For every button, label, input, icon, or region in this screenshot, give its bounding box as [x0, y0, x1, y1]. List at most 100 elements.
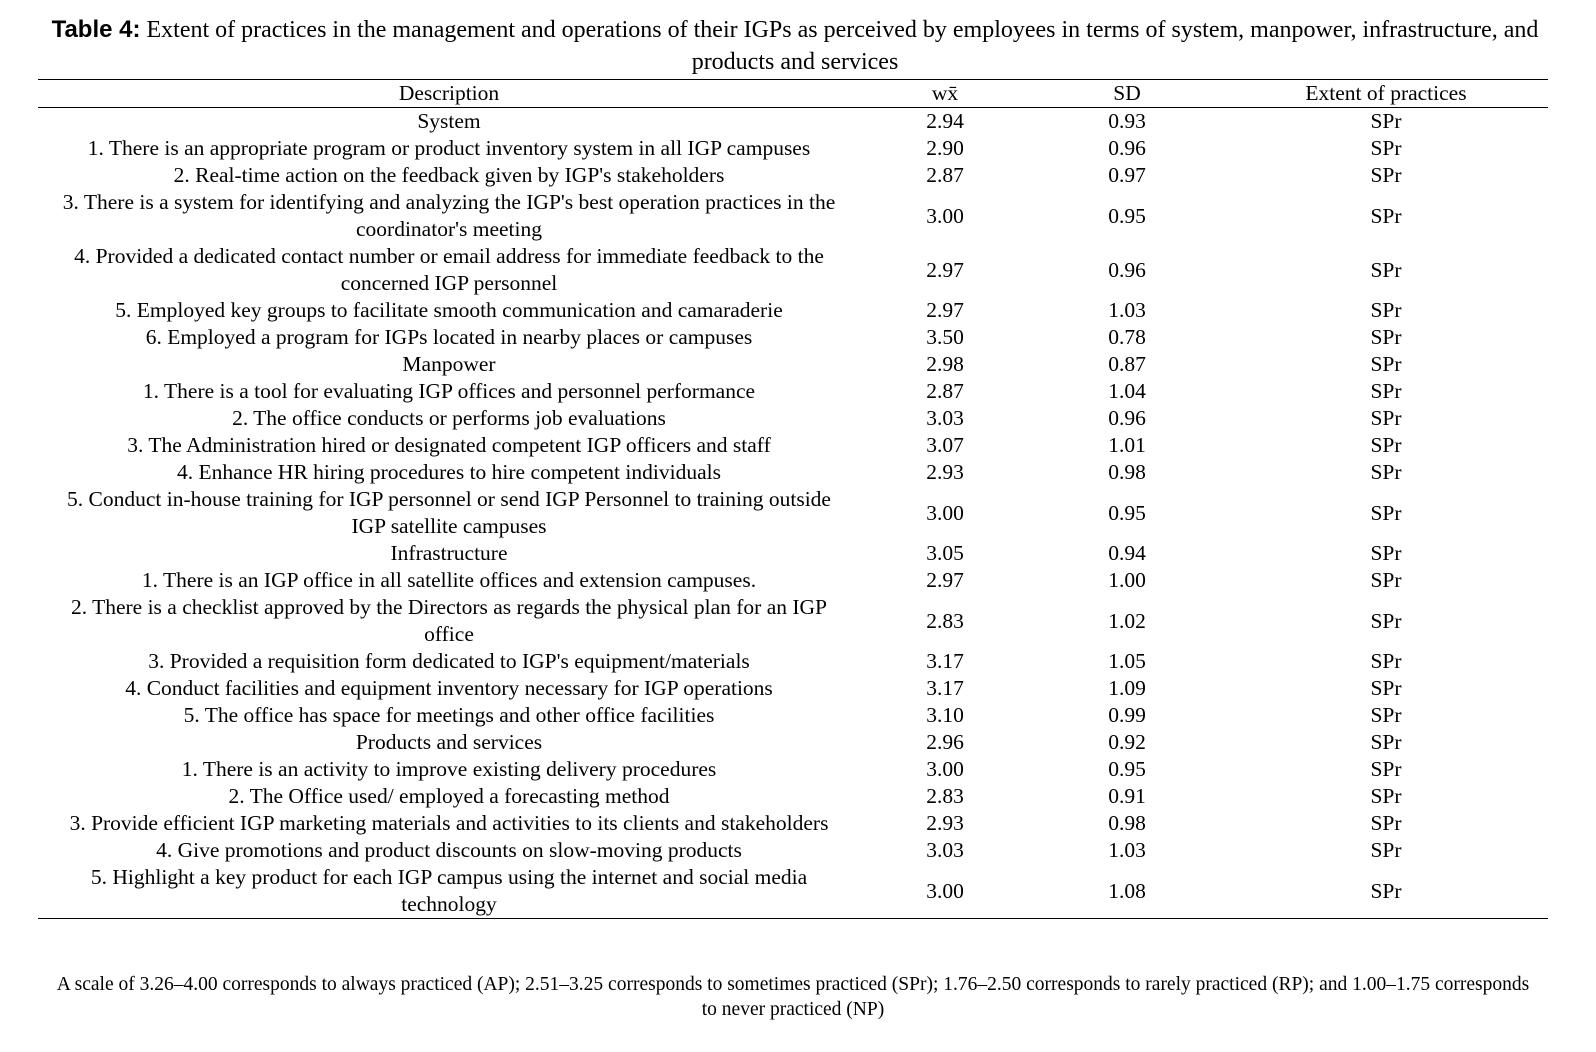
- description-cell: 2. There is a checklist approved by the …: [38, 594, 860, 648]
- description-cell: 5. Employed key groups to facilitate smo…: [38, 297, 860, 324]
- extent-cell: SPr: [1370, 676, 1402, 700]
- description-text: 1. There is an IGP office in all satelli…: [141, 568, 757, 592]
- sd-cell: 0.95: [1108, 500, 1146, 525]
- table-row: Infrastructure 3.05 0.94 SPr: [38, 540, 1548, 567]
- description-text: Manpower: [402, 352, 496, 376]
- description-text: 4. Conduct facilities and equipment inve…: [125, 676, 773, 700]
- extent-cell: SPr: [1370, 163, 1402, 187]
- description-text: 1. There is a tool for evaluating IGP of…: [142, 379, 756, 403]
- description-cell: Manpower: [38, 351, 860, 378]
- description-cell: Infrastructure: [38, 540, 860, 567]
- table-row: 3. There is a system for identifying and…: [38, 189, 1548, 243]
- sd-cell: 0.98: [1108, 811, 1146, 835]
- sd-cell: 1.03: [1108, 838, 1146, 862]
- data-table: Description wx̄ SD Extent of practices Syst…: [38, 79, 1548, 919]
- table-footnote: A scale of 3.26–4.00 corresponds to alwa…: [38, 972, 1548, 1022]
- table-row: 4. Provided a dedicated contact number o…: [38, 243, 1548, 297]
- table-row: Manpower 2.98 0.87 SPr: [38, 351, 1548, 378]
- extent-cell: SPr: [1370, 352, 1402, 376]
- table-row: 1. There is an appropriate program or pr…: [38, 135, 1548, 162]
- description-text: 3. Provided a requisition form dedicated…: [148, 649, 750, 673]
- extent-cell: SPr: [1370, 838, 1402, 862]
- description-cell: 1. There is an IGP office in all satelli…: [38, 567, 860, 594]
- extent-cell: SPr: [1370, 608, 1402, 633]
- description-text: 4. Enhance HR hiring procedures to hire …: [177, 460, 721, 484]
- sd-cell: 1.05: [1108, 649, 1146, 673]
- description-cell: 6. Employed a program for IGPs located i…: [38, 324, 860, 351]
- mean-cell: 3.00: [926, 878, 964, 903]
- sd-cell: 0.97: [1108, 163, 1146, 187]
- description-text: Products and services: [355, 730, 543, 754]
- description-cell: 1. There is a tool for evaluating IGP of…: [38, 378, 860, 405]
- sd-cell: 0.95: [1108, 757, 1146, 781]
- table-row: 4. Give promotions and product discounts…: [38, 837, 1548, 864]
- mean-cell: 2.97: [926, 568, 964, 592]
- description-text: 4. Provided a dedicated contact number o…: [74, 244, 824, 295]
- mean-cell: 2.93: [926, 460, 964, 484]
- column-header: wx̄: [931, 81, 959, 105]
- description-cell: 5. Conduct in-house training for IGP per…: [38, 486, 860, 540]
- description-cell: 1. There is an appropriate program or pr…: [38, 135, 860, 162]
- mean-cell: 3.00: [926, 203, 964, 228]
- description-text: 2. The Office used/ employed a forecasti…: [228, 784, 670, 808]
- description-text: 5. Highlight a key product for each IGP …: [90, 865, 808, 916]
- sd-cell: 1.09: [1108, 676, 1146, 700]
- description-text: 1. There is an appropriate program or pr…: [87, 136, 811, 160]
- description-cell: 1. There is an activity to improve exist…: [38, 756, 860, 783]
- table-row: 3. Provided a requisition form dedicated…: [38, 648, 1548, 675]
- extent-cell: SPr: [1370, 406, 1402, 430]
- mean-cell: 2.83: [926, 608, 964, 633]
- sd-cell: 0.96: [1108, 136, 1146, 160]
- description-cell: 3. The Administration hired or designate…: [38, 432, 860, 459]
- extent-cell: SPr: [1370, 433, 1402, 457]
- table-row: Products and services 2.96 0.92 SPr: [38, 729, 1548, 756]
- description-text: 6. Employed a program for IGPs located i…: [145, 325, 753, 349]
- extent-cell: SPr: [1370, 500, 1402, 525]
- sd-cell: 0.92: [1108, 730, 1146, 754]
- mean-cell: 3.50: [926, 325, 964, 349]
- mean-cell: 2.98: [926, 352, 964, 376]
- table-row: 1. There is an activity to improve exist…: [38, 756, 1548, 783]
- sd-cell: 0.91: [1108, 784, 1146, 808]
- sd-cell: 0.87: [1108, 352, 1146, 376]
- sd-cell: 0.95: [1108, 203, 1146, 228]
- extent-cell: SPr: [1370, 568, 1402, 592]
- description-cell: 4. Give promotions and product discounts…: [38, 837, 860, 864]
- mean-cell: 2.97: [926, 298, 964, 322]
- table-row: 4. Conduct facilities and equipment inve…: [38, 675, 1548, 702]
- footnote-text: A scale of 3.26–4.00 corresponds to alwa…: [56, 974, 1530, 1020]
- sd-cell: 1.01: [1108, 433, 1146, 457]
- sd-cell: 1.03: [1108, 298, 1146, 322]
- caption-label: Table 4:: [51, 16, 141, 43]
- description-cell: 4. Enhance HR hiring procedures to hire …: [38, 459, 860, 486]
- table-row: 2. The Office used/ employed a forecasti…: [38, 783, 1548, 810]
- extent-cell: SPr: [1370, 649, 1402, 673]
- mean-cell: 3.00: [926, 500, 964, 525]
- description-text: System: [417, 109, 481, 133]
- sd-cell: 1.02: [1108, 608, 1146, 633]
- mean-cell: 2.87: [926, 379, 964, 403]
- extent-cell: SPr: [1370, 541, 1402, 565]
- mean-cell: 2.90: [926, 136, 964, 160]
- sd-cell: 0.94: [1108, 541, 1146, 565]
- description-cell: System: [38, 108, 860, 136]
- table-row: 5. Employed key groups to facilitate smo…: [38, 297, 1548, 324]
- extent-cell: SPr: [1370, 257, 1402, 282]
- table-row: 3. Provide efficient IGP marketing mater…: [38, 810, 1548, 837]
- description-cell: 4. Provided a dedicated contact number o…: [38, 243, 860, 297]
- mean-cell: 3.17: [926, 676, 964, 700]
- extent-cell: SPr: [1370, 109, 1402, 133]
- sd-cell: 0.99: [1108, 703, 1146, 727]
- description-text: 3. The Administration hired or designate…: [127, 433, 771, 457]
- extent-cell: SPr: [1370, 784, 1402, 808]
- extent-cell: SPr: [1370, 703, 1402, 727]
- description-cell: 2. The Office used/ employed a forecasti…: [38, 783, 860, 810]
- table-row: 2. Real-time action on the feedback give…: [38, 162, 1548, 189]
- description-text: 4. Give promotions and product discounts…: [156, 838, 742, 862]
- table-row: 5. Highlight a key product for each IGP …: [38, 864, 1548, 919]
- sd-cell: 1.08: [1108, 878, 1146, 903]
- table-row: 5. The office has space for meetings and…: [38, 702, 1548, 729]
- mean-cell: 2.93: [926, 811, 964, 835]
- sd-cell: 0.93: [1108, 109, 1146, 133]
- sd-cell: 0.98: [1108, 460, 1146, 484]
